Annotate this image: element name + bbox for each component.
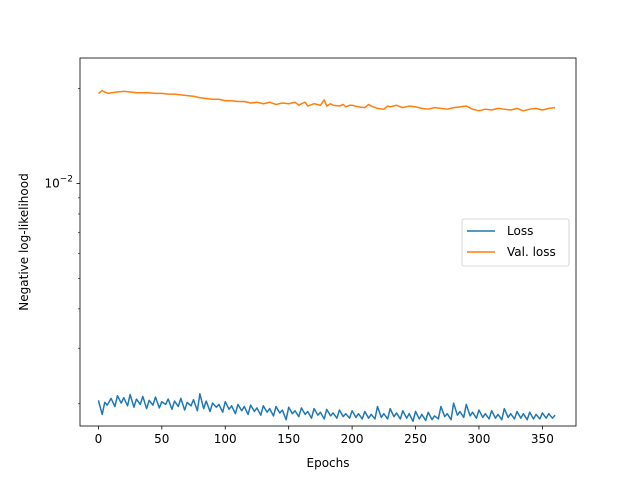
legend-label-val-loss: Val. loss <box>507 245 556 259</box>
x-tick-label: 300 <box>468 432 491 446</box>
legend-label-loss: Loss <box>507 224 533 238</box>
series-line-val-loss <box>97 89 556 112</box>
x-tick-label: 200 <box>341 432 364 446</box>
y-axis-label: Negative log-likelihood <box>17 173 31 310</box>
plot-area <box>79 57 577 427</box>
x-tick-label: 50 <box>154 432 169 446</box>
x-tick-label: 0 <box>95 432 103 446</box>
y-tick-label: 10−2 <box>44 174 73 190</box>
x-axis-ticks: 0 50 100 150 200 250 300 350 <box>95 426 554 446</box>
axes-frame <box>79 57 577 427</box>
x-axis-label: Epochs <box>307 456 350 470</box>
x-tick-label: 350 <box>531 432 554 446</box>
y-axis-ticks: 10−2 <box>44 88 80 405</box>
legend: Loss Val. loss <box>461 218 570 267</box>
series-line-loss <box>97 393 556 422</box>
x-tick-label: 150 <box>277 432 300 446</box>
series-layer <box>97 89 556 422</box>
x-tick-label: 250 <box>404 432 427 446</box>
x-tick-label: 100 <box>214 432 237 446</box>
